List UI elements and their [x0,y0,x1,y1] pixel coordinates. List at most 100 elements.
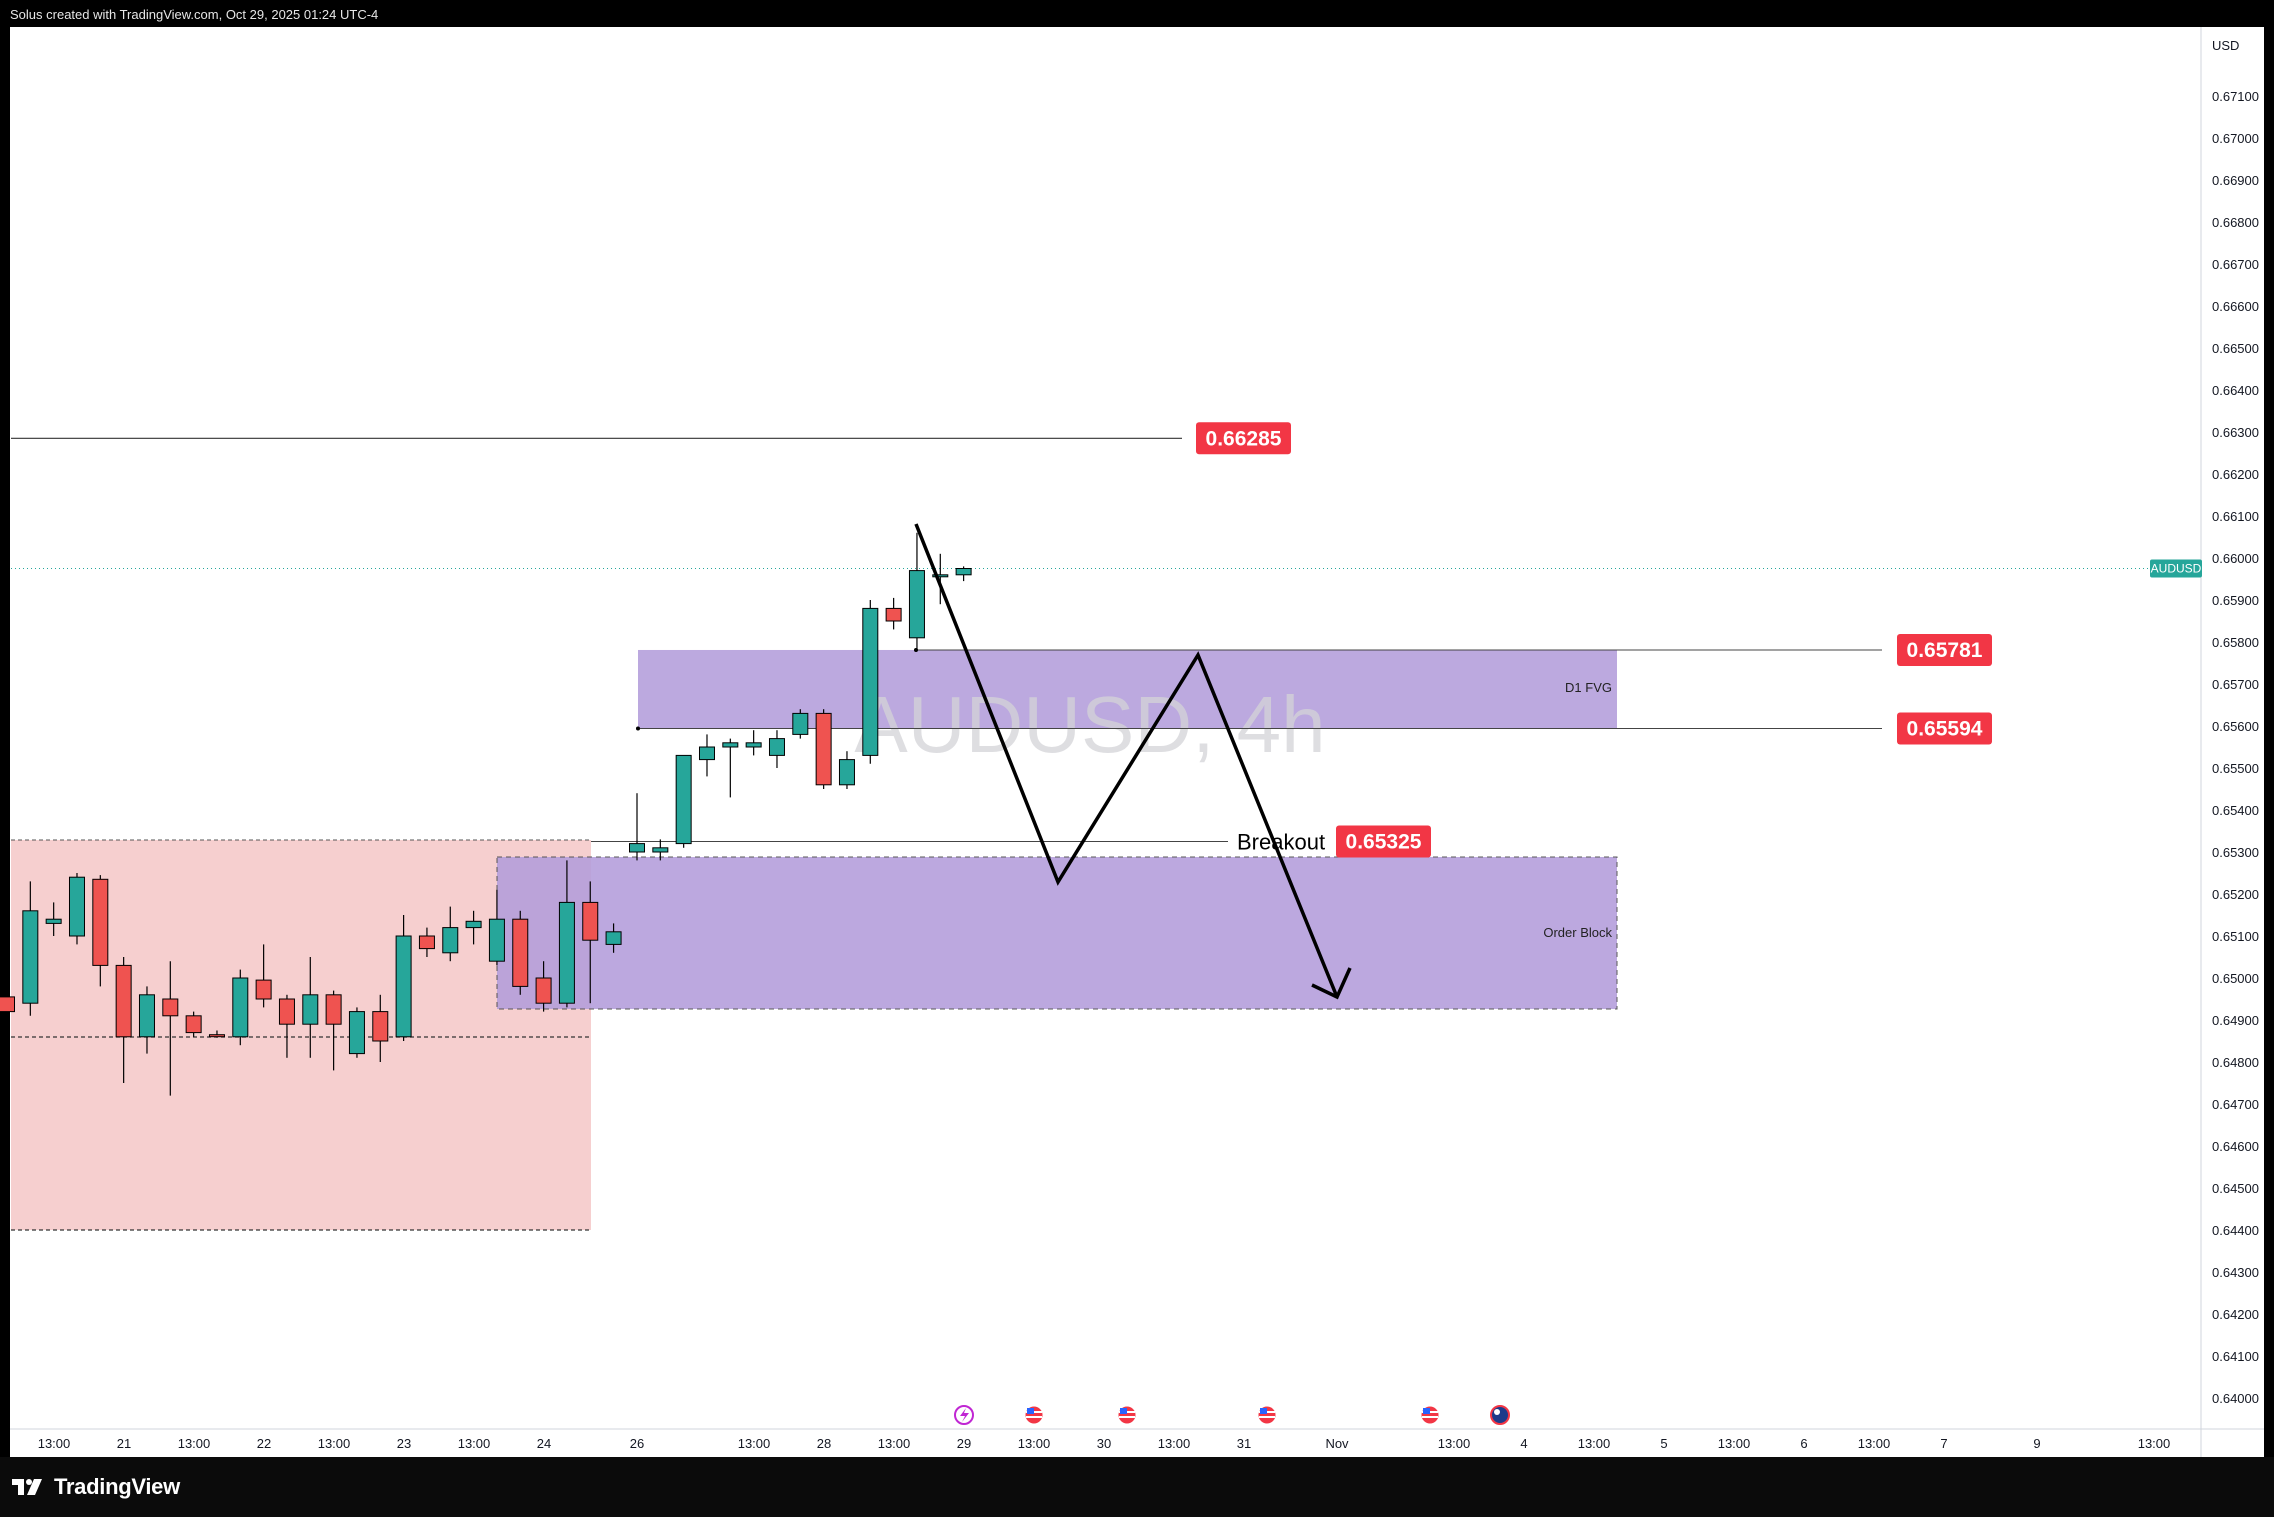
price-tick-label: 0.64100 [2212,1349,2259,1364]
candle[interactable] [325,990,342,1071]
candle[interactable] [885,597,902,630]
breakout-label: Breakout [1237,830,1325,855]
price-axis[interactable]: USD 0.67100 0.67000 0.66900 0.66800 0.66700 0… [2212,38,2259,1406]
price-tick-label: 0.64400 [2212,1223,2259,1238]
candle[interactable] [535,961,552,1012]
us-flag-event-icon[interactable] [1257,1405,1277,1425]
candle[interactable] [908,532,925,651]
target-level-price-label: 0.66285 [1206,427,1282,450]
candle[interactable] [582,881,599,1004]
price-tick-label: 0.64900 [2212,1013,2259,1028]
us-flag-event-icon[interactable] [1117,1405,1137,1425]
price-tick-label: 0.64800 [2212,1055,2259,1070]
price-tick-label: 0.66300 [2212,425,2259,440]
candle[interactable] [675,754,692,848]
candle[interactable] [45,902,62,936]
price-tick-label: 0.66200 [2212,467,2259,482]
candle[interactable] [22,881,39,1016]
time-tick-label: 23 [397,1436,411,1451]
fvg-bottom-level-price-label: 0.65594 [1907,718,1983,741]
time-tick-label: 4 [1520,1436,1527,1451]
projection-zigzag[interactable] [914,523,1339,998]
candle[interactable] [652,839,669,861]
us-flag-event-icon[interactable] [1420,1405,1440,1425]
price-tick-label: 0.64700 [2212,1097,2259,1112]
price-tick-label: 0.65600 [2212,719,2259,734]
candle[interactable] [745,730,762,756]
order-block-label: Order Block [1543,925,1612,940]
time-tick-label: 6 [1800,1436,1807,1451]
candles-layer[interactable] [0,532,972,1096]
candle[interactable] [255,944,272,1008]
time-tick-label: 13:00 [2138,1436,2171,1451]
candle[interactable] [838,751,855,789]
candle[interactable] [278,994,295,1058]
candle[interactable] [162,961,179,1096]
time-tick-label: 24 [537,1436,551,1451]
projection-arrowhead [1311,967,1352,1000]
au-flag-event-icon[interactable] [1490,1405,1510,1425]
candle[interactable] [92,875,109,987]
price-tick-label: 0.64500 [2212,1181,2259,1196]
price-tick-label: 0.64300 [2212,1265,2259,1280]
candle[interactable] [792,709,809,739]
candle[interactable] [629,793,645,861]
symbol-watermark: AUDUSD, 4h [854,680,1325,769]
candle[interactable] [862,600,879,764]
price-tick-label: 0.67100 [2212,89,2259,104]
candle[interactable] [395,915,412,1041]
candle[interactable] [138,986,155,1054]
candle[interactable] [512,910,529,995]
time-tick-label: 13:00 [1018,1436,1051,1451]
candle[interactable] [0,986,15,1020]
price-tick-label: 0.65100 [2212,929,2259,944]
price-tick-label: 0.65400 [2212,803,2259,818]
time-tick-label: 31 [1237,1436,1251,1451]
candle[interactable] [115,957,132,1083]
candle[interactable] [418,927,435,957]
price-tick-label: 0.66500 [2212,341,2259,356]
time-tick-label: 13:00 [38,1436,71,1451]
candle[interactable] [302,957,319,1058]
candle[interactable] [465,910,482,945]
fvg-bottom-level-badge: 0.65594 [1897,712,1992,745]
candle[interactable] [232,969,249,1046]
candle[interactable] [722,738,739,798]
price-tick-label: 0.65800 [2212,635,2259,650]
candle[interactable] [442,906,459,962]
zones-layer: Order Block D1 FVG [11,649,1618,1231]
candle[interactable] [955,566,972,582]
target-level-badge: 0.66285 [1196,422,1291,455]
tradingview-logo-icon [12,1479,42,1495]
time-axis[interactable]: 13:00 21 13:00 22 13:00 23 13:00 24 26 13:00 28 13:… [38,1436,2171,1451]
candle[interactable] [68,873,85,945]
projection-path[interactable] [914,523,1352,1000]
currency-label: USD [2212,38,2239,53]
us-flag-event-icon[interactable] [1024,1405,1044,1425]
tradingview-brand: TradingView [54,1474,180,1499]
time-tick-label: 30 [1097,1436,1111,1451]
earnings-event-icon[interactable] [954,1405,974,1425]
candle[interactable] [348,1007,365,1058]
candle[interactable] [488,889,505,966]
candle[interactable] [932,553,949,605]
breakout-level-badge: 0.65325 [1336,825,1431,858]
tradingview-logo[interactable]: TradingView [12,1474,180,1500]
price-tick-label: 0.65000 [2212,971,2259,986]
time-tick-label: 5 [1660,1436,1667,1451]
candle[interactable] [558,860,575,1008]
candle[interactable] [372,994,389,1062]
time-tick-label: 13:00 [1158,1436,1191,1451]
candle[interactable] [768,730,785,768]
symbol-price-tag: AUDUSD [2150,559,2202,578]
candle[interactable] [208,1030,225,1038]
candle[interactable] [185,1011,202,1037]
events-row[interactable] [954,1405,1510,1425]
price-tick-label: 0.66800 [2212,215,2259,230]
candle[interactable] [815,709,832,789]
footer-bar [0,1457,2274,1517]
time-tick-label: 13:00 [738,1436,771,1451]
candle[interactable] [605,923,622,953]
candle[interactable] [698,734,715,777]
